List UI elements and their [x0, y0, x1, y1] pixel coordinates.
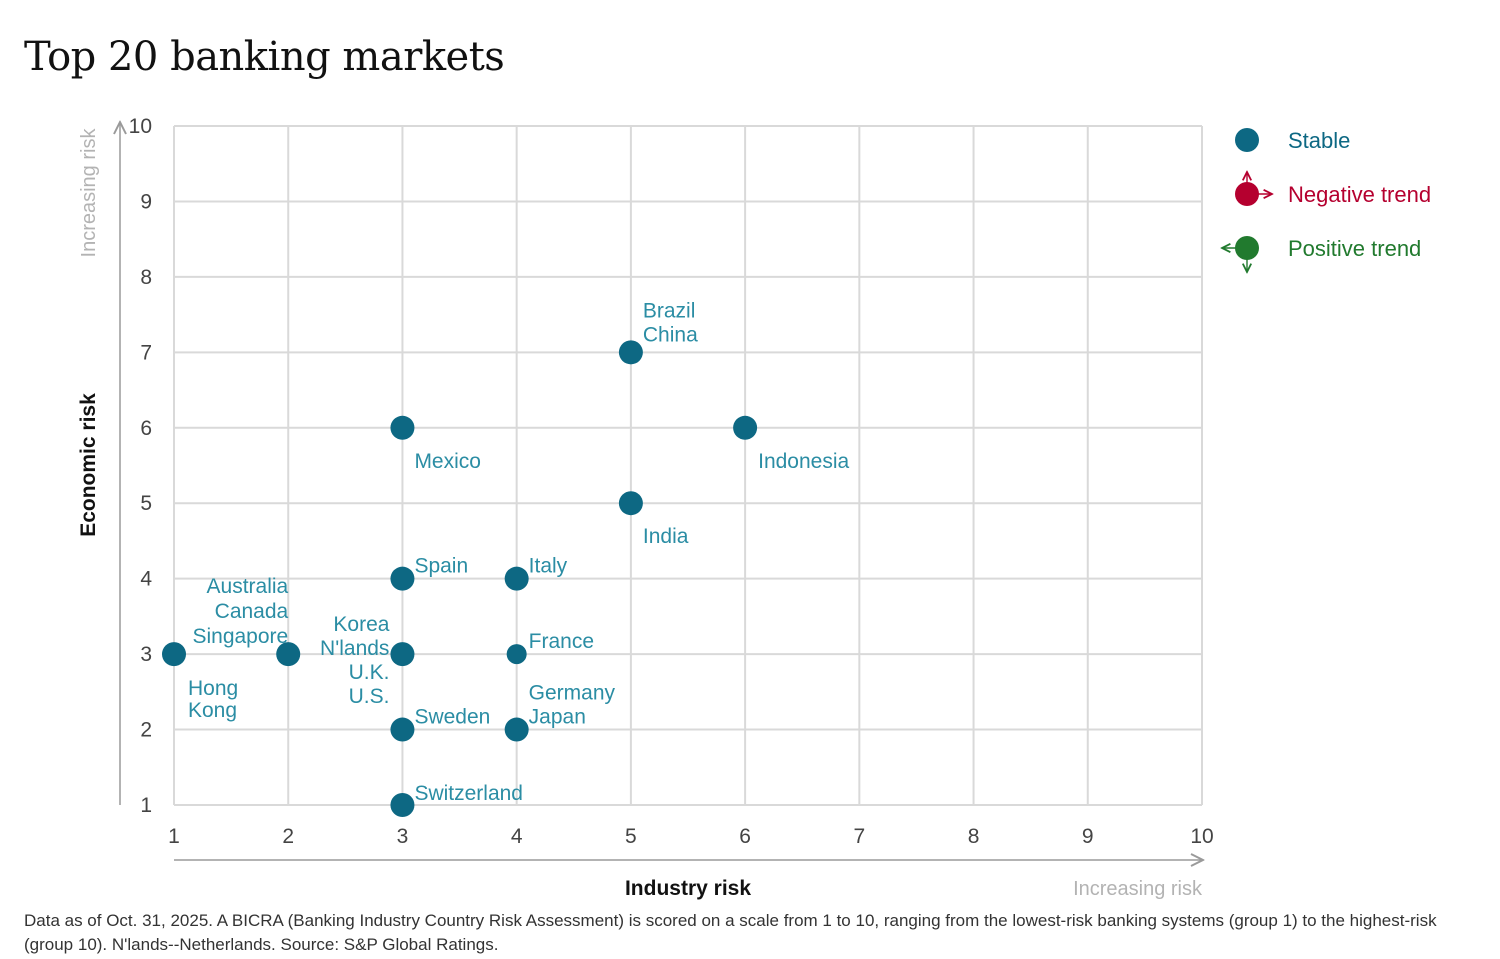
data-label: Canada [215, 600, 289, 623]
data-label: N'lands [320, 637, 389, 660]
data-label: Australia [207, 575, 289, 598]
data-point [276, 642, 301, 667]
data-point [390, 566, 415, 591]
y-tick-label: 1 [140, 794, 152, 817]
x-tick-label: 4 [511, 825, 523, 848]
x-tick-label: 2 [282, 825, 294, 848]
data-label: Japan [529, 706, 586, 729]
y-tick-label: 8 [140, 266, 152, 289]
y-direction-label: Increasing risk [78, 128, 100, 258]
data-label: Korea [333, 613, 389, 636]
data-point [162, 642, 186, 667]
data-label: U.S. [349, 685, 390, 708]
data-point [390, 642, 415, 667]
data-label: Brazil [643, 299, 696, 322]
data-label: France [529, 630, 594, 653]
data-label: Singapore [192, 625, 288, 648]
y-tick-label: 6 [140, 417, 152, 440]
chart-footnote: Data as of Oct. 31, 2025. A BICRA (Banki… [24, 911, 1437, 954]
data-point [504, 566, 529, 591]
data-point [733, 415, 758, 440]
data-label: India [643, 525, 689, 548]
x-tick-label: 5 [625, 825, 637, 848]
legend-label: Stable [1288, 128, 1350, 153]
data-point [618, 491, 643, 516]
data-label: Spain [414, 555, 468, 578]
x-tick-label: 8 [968, 825, 980, 848]
x-tick-label: 10 [1190, 825, 1213, 848]
x-tick-label: 9 [1082, 825, 1094, 848]
chart-title: Top 20 banking markets [24, 34, 505, 80]
x-tick-label: 7 [853, 825, 865, 848]
data-label: Germany [529, 682, 616, 705]
scatter-chart: 1 2 3 4 5 6 7 8 9 10 1 2 3 4 5 6 7 8 9 10 Economic risk Indus… [77, 115, 1431, 900]
data-point [504, 717, 529, 742]
data-point [390, 415, 415, 440]
data-point [506, 644, 527, 665]
y-tick-label: 5 [140, 492, 152, 515]
data-label: Switzerland [414, 782, 523, 805]
data-label: Hong [188, 677, 238, 700]
y-tick-label: 9 [140, 190, 152, 213]
y-tick-label: 2 [140, 719, 152, 742]
data-label: Italy [529, 555, 568, 578]
y-axis-title: Economic risk [77, 393, 100, 537]
y-tick-label: 7 [140, 341, 152, 364]
x-tick-label: 6 [739, 825, 751, 848]
data-label: Kong [188, 699, 237, 722]
legend-label: Positive trend [1288, 236, 1421, 261]
x-direction-label: Increasing risk [1073, 878, 1203, 900]
data-label: Sweden [414, 706, 490, 729]
data-point [390, 793, 415, 817]
legend-marker [1235, 236, 1259, 260]
data-label: China [643, 323, 698, 346]
y-tick-label: 10 [129, 115, 152, 138]
y-tick-label: 3 [140, 643, 152, 666]
x-tick-label: 3 [397, 825, 409, 848]
data-point [390, 717, 415, 742]
legend-marker [1235, 182, 1259, 206]
y-tick-label: 4 [140, 568, 152, 591]
legend-label: Negative trend [1288, 182, 1431, 207]
x-axis-title: Industry risk [625, 877, 751, 900]
x-tick-label: 1 [168, 825, 180, 848]
data-point [618, 340, 643, 365]
data-label: Indonesia [758, 450, 849, 473]
legend-marker [1235, 128, 1259, 152]
data-label: Mexico [414, 450, 481, 473]
data-label: U.K. [349, 661, 390, 684]
